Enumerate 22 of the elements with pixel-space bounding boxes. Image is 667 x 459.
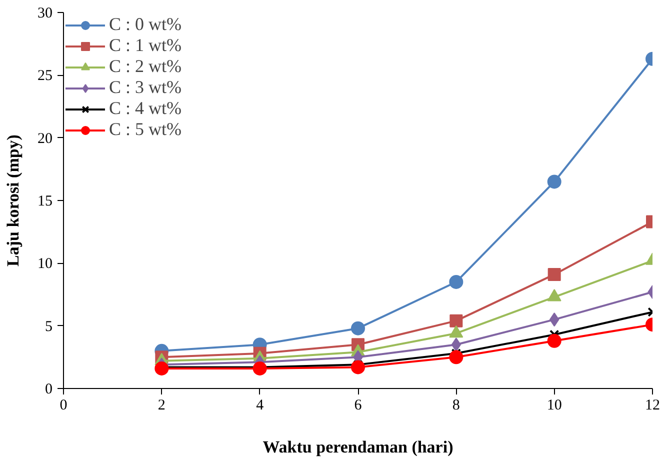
y-tick-label: 25 [38, 68, 52, 84]
x-tick-label: 12 [645, 398, 660, 414]
legend-label: C : 3 wt% [109, 77, 182, 98]
y-tick-label: 15 [38, 194, 52, 210]
x-tick-label: 10 [546, 398, 562, 414]
y-tick-label: 30 [38, 6, 52, 22]
y-axis-title: Laju korosi (mpy) [4, 134, 22, 266]
y-tick-label: 0 [45, 382, 52, 398]
legend-label: C : 5 wt% [109, 119, 182, 140]
x-tick-label: 2 [158, 398, 166, 414]
legend-label: C : 0 wt% [109, 14, 182, 35]
x-tick-label: 0 [60, 398, 68, 414]
legend-label: C : 2 wt% [109, 56, 182, 77]
x-tick-label: 8 [452, 398, 460, 414]
legend-label: C : 4 wt% [109, 98, 182, 119]
legend-label: C : 1 wt% [109, 35, 182, 56]
x-axis-title: Waktu perendaman (hari) [262, 438, 454, 456]
y-tick-label: 5 [45, 318, 52, 335]
y-tick-label: 20 [38, 130, 52, 147]
y-tick-label: 10 [38, 256, 52, 272]
x-tick-label: 6 [354, 398, 362, 414]
x-tick-label: 4 [256, 398, 264, 414]
